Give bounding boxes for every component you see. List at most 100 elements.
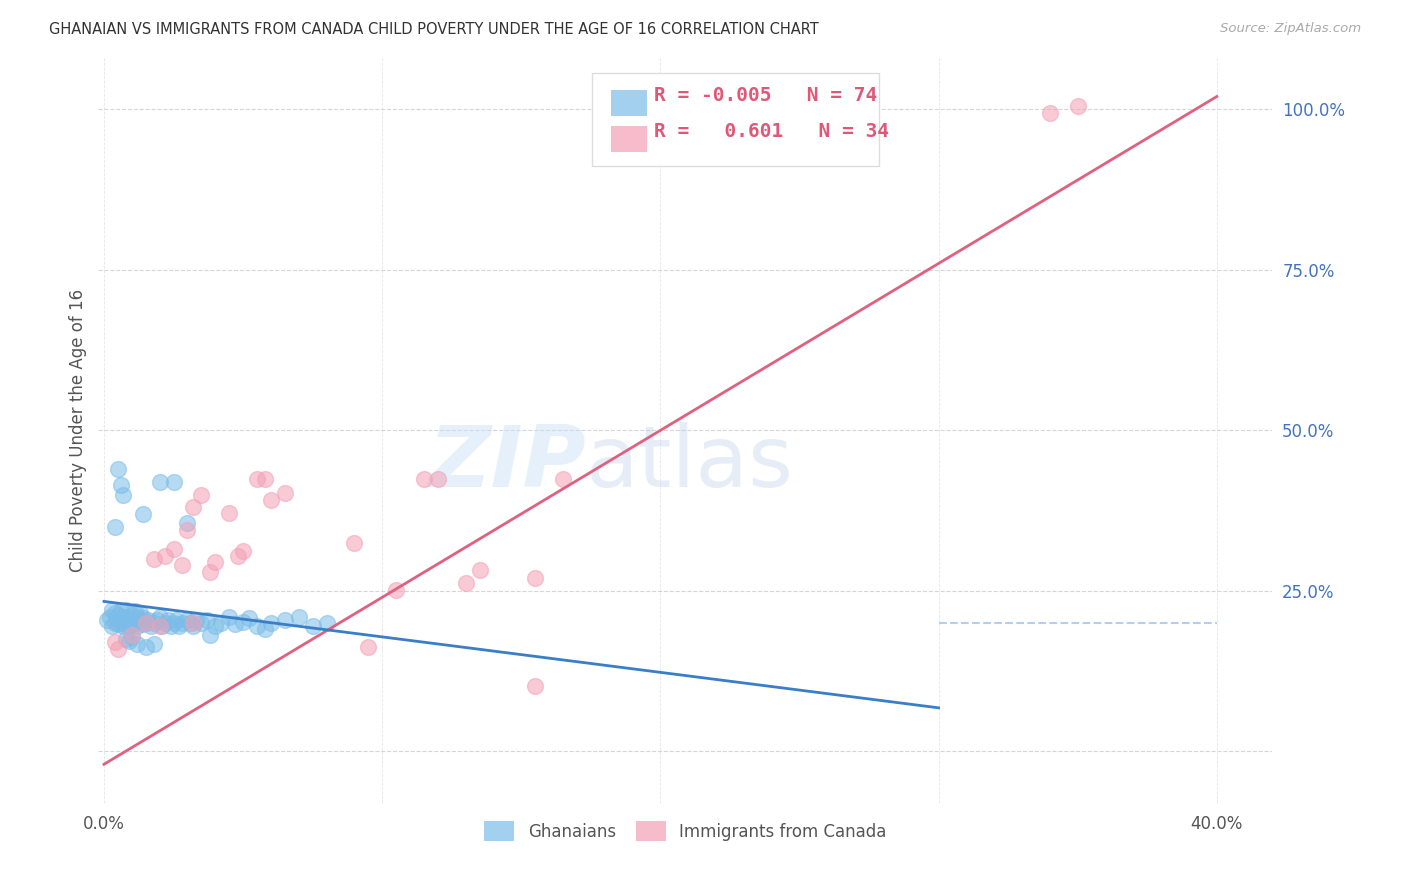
Point xyxy=(385,582,408,597)
Point xyxy=(107,608,129,623)
Point xyxy=(124,615,146,630)
Point xyxy=(232,544,254,558)
Point xyxy=(1039,105,1062,120)
Point xyxy=(204,619,226,633)
Point xyxy=(112,487,135,501)
Point xyxy=(198,627,221,641)
Point xyxy=(146,613,169,627)
Point xyxy=(156,613,179,627)
Point xyxy=(524,571,547,585)
Point xyxy=(343,535,366,549)
Point xyxy=(162,475,184,489)
Point xyxy=(149,475,172,489)
Point xyxy=(135,640,157,655)
Point xyxy=(138,613,160,627)
Point xyxy=(127,619,149,633)
Point xyxy=(301,619,323,633)
Point xyxy=(218,609,240,624)
Y-axis label: Child Poverty Under the Age of 16: Child Poverty Under the Age of 16 xyxy=(69,289,87,572)
Point xyxy=(179,615,201,630)
Point xyxy=(143,615,166,630)
Point xyxy=(551,471,574,485)
Point xyxy=(104,519,127,533)
Point xyxy=(149,619,172,633)
Point xyxy=(162,615,184,630)
Bar xyxy=(612,126,647,152)
Point xyxy=(149,609,172,624)
Bar xyxy=(612,90,647,116)
Point xyxy=(184,613,207,627)
FancyBboxPatch shape xyxy=(592,73,879,166)
Point xyxy=(129,613,152,627)
Point xyxy=(104,607,127,621)
Point xyxy=(107,641,129,656)
Point xyxy=(468,563,491,577)
Point xyxy=(153,615,176,630)
Point xyxy=(112,609,135,624)
Point xyxy=(315,615,337,630)
Point xyxy=(112,619,135,633)
Point xyxy=(98,609,121,624)
Point xyxy=(165,613,187,627)
Point xyxy=(1066,99,1088,113)
Point xyxy=(141,619,163,633)
Point xyxy=(176,613,198,627)
Point xyxy=(152,619,174,633)
Point xyxy=(181,615,204,630)
Point xyxy=(118,634,141,648)
Point xyxy=(254,623,277,637)
Point xyxy=(143,636,166,650)
Point xyxy=(246,619,269,633)
Text: ZIP: ZIP xyxy=(427,423,586,506)
Point xyxy=(238,611,260,625)
Point xyxy=(101,619,124,633)
Point xyxy=(104,635,127,649)
Point xyxy=(198,565,221,579)
Point xyxy=(153,549,176,563)
Text: GHANAIAN VS IMMIGRANTS FROM CANADA CHILD POVERTY UNDER THE AGE OF 16 CORRELATION: GHANAIAN VS IMMIGRANTS FROM CANADA CHILD… xyxy=(49,22,818,37)
Point xyxy=(110,478,132,492)
Point xyxy=(454,576,477,591)
Point xyxy=(132,611,155,625)
Point xyxy=(135,615,157,630)
Text: R =   0.601   N = 34: R = 0.601 N = 34 xyxy=(654,122,889,141)
Point xyxy=(176,516,198,531)
Point xyxy=(232,615,254,629)
Point xyxy=(195,613,218,627)
Point xyxy=(135,615,157,630)
Point xyxy=(127,609,149,624)
Point xyxy=(107,617,129,632)
Point xyxy=(118,609,141,624)
Point xyxy=(524,679,547,693)
Text: Source: ZipAtlas.com: Source: ZipAtlas.com xyxy=(1220,22,1361,36)
Point xyxy=(118,619,141,633)
Point xyxy=(132,617,155,632)
Point xyxy=(127,636,149,650)
Point xyxy=(254,471,277,485)
Point xyxy=(190,487,212,501)
Point xyxy=(181,500,204,515)
Point xyxy=(218,506,240,520)
Point xyxy=(110,615,132,630)
Point xyxy=(159,619,181,633)
Point xyxy=(224,617,246,632)
Point xyxy=(110,604,132,618)
Point xyxy=(121,608,143,623)
Legend: Ghanaians, Immigrants from Canada: Ghanaians, Immigrants from Canada xyxy=(478,814,893,848)
Point xyxy=(181,619,204,633)
Point xyxy=(121,617,143,632)
Point xyxy=(167,619,190,633)
Point xyxy=(190,615,212,630)
Point xyxy=(246,471,269,485)
Point xyxy=(413,471,436,485)
Point xyxy=(115,613,138,627)
Point xyxy=(357,640,380,655)
Point xyxy=(426,471,449,485)
Point xyxy=(115,632,138,646)
Point xyxy=(287,609,309,624)
Text: atlas: atlas xyxy=(586,423,793,506)
Point xyxy=(129,607,152,621)
Point xyxy=(274,486,297,500)
Point xyxy=(274,613,297,627)
Point xyxy=(260,492,283,507)
